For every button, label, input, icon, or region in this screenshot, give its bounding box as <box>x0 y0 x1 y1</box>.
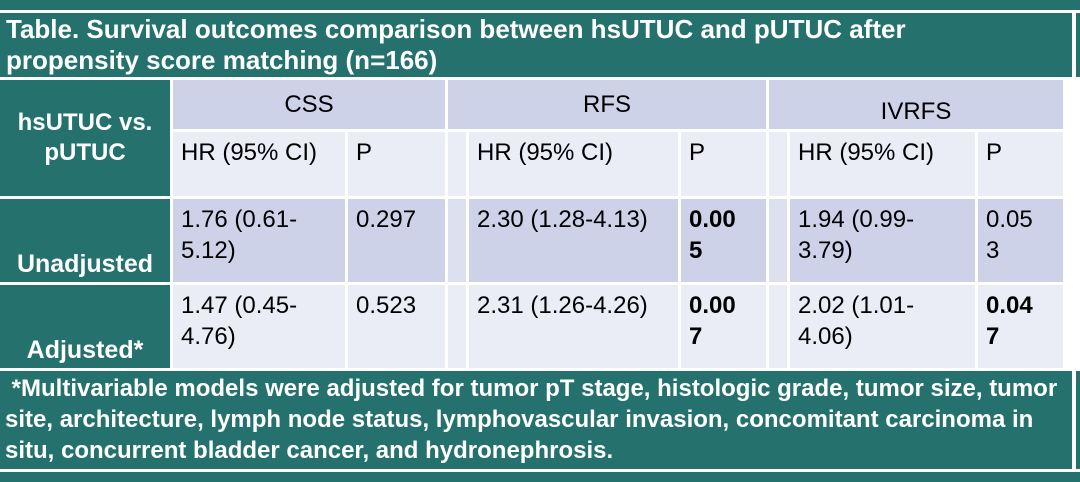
group-header-ivrfs: IVRFS <box>769 80 1063 129</box>
bottom-border-strip <box>0 472 1080 482</box>
title-band: Table. Survival outcomes comparison betw… <box>0 13 1080 77</box>
cell-adjusted-rfs-hr: 2.31 (1.26-4.26) <box>469 285 678 368</box>
subheader-rfs-hr: HR (95% CI) <box>469 132 678 196</box>
cell-adjusted-css-p: 0.523 <box>348 285 445 368</box>
table-title: Table. Survival outcomes comparison betw… <box>0 13 1072 77</box>
subheader-rfs-p: P <box>681 132 766 196</box>
p-value: 0.005 <box>689 206 736 264</box>
group-header-rfs: RFS <box>448 80 766 129</box>
footnote-band: *Multivariable models were adjusted for … <box>0 371 1080 469</box>
spacer-cell <box>769 132 787 196</box>
top-border-strip <box>0 0 1080 10</box>
cell-unadjusted-ivrfs-p: 0.053 <box>978 199 1063 282</box>
cell-unadjusted-css-hr: 1.76 (0.61-5.12) <box>173 199 345 282</box>
spacer-cell <box>448 285 466 368</box>
cell-unadjusted-rfs-p: 0.005 <box>681 199 766 282</box>
cell-adjusted-css-hr: 1.47 (0.45-4.76) <box>173 285 345 368</box>
subheader-ivrfs-hr: HR (95% CI) <box>790 132 975 196</box>
group-header-css: CSS <box>173 80 445 129</box>
table-footnote: *Multivariable models were adjusted for … <box>0 371 1072 469</box>
p-value: 0.047 <box>986 292 1033 350</box>
subheader-css-p: P <box>348 132 445 196</box>
spacer-cell <box>448 199 466 282</box>
subheader-css-hr: HR (95% CI) <box>173 132 345 196</box>
spacer-cell <box>769 285 787 368</box>
cell-adjusted-ivrfs-hr: 2.02 (1.01-4.06) <box>790 285 975 368</box>
cell-unadjusted-rfs-hr: 2.30 (1.28-4.13) <box>469 199 678 282</box>
p-value: 0.297 <box>356 206 417 233</box>
cell-adjusted-rfs-p: 0.007 <box>681 285 766 368</box>
survival-outcomes-table: hsUTUC vs. pUTUC CSS RFS IVRFS HR (95% C… <box>0 80 1063 368</box>
subheader-ivrfs-p: P <box>978 132 1063 196</box>
row-label-adjusted: Adjusted* <box>0 285 170 368</box>
p-value: 0.053 <box>986 206 1033 264</box>
row-header-hsutuc-vs-putuc: hsUTUC vs. pUTUC <box>0 80 170 196</box>
cell-unadjusted-css-p: 0.297 <box>348 199 445 282</box>
cell-adjusted-ivrfs-p: 0.047 <box>978 285 1063 368</box>
row-label-unadjusted: Unadjusted <box>0 199 170 282</box>
spacer-cell <box>769 199 787 282</box>
cell-unadjusted-ivrfs-hr: 1.94 (0.99-3.79) <box>790 199 975 282</box>
p-value: 0.007 <box>689 292 736 350</box>
right-border-strip <box>1076 371 1080 469</box>
spacer-cell <box>448 132 466 196</box>
p-value: 0.523 <box>356 292 417 319</box>
right-border-strip <box>1076 13 1080 77</box>
